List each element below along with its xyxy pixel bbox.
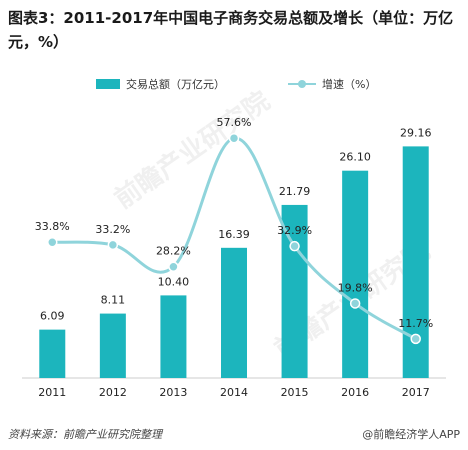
growth-point-2013 (168, 261, 179, 272)
x-tick-label: 2017 (402, 386, 430, 399)
growth-value-label: 33.2% (95, 223, 130, 236)
bar-value-label: 16.39 (218, 228, 250, 241)
growth-point-2017 (410, 333, 421, 345)
bar-value-label: 8.11 (101, 294, 126, 307)
growth-value-label: 11.7% (398, 317, 433, 330)
bar-value-label: 6.09 (40, 310, 65, 323)
x-tick-label: 2015 (281, 386, 309, 399)
legend-bar-label: 交易总额（万亿元） (126, 78, 225, 91)
growth-point-2011 (47, 236, 58, 248)
x-tick-label: 2012 (99, 386, 127, 399)
bar-2016 (342, 170, 369, 378)
source-note: 资料来源：前瞻产业研究院整理 (8, 428, 162, 441)
bar-value-label: 29.16 (400, 126, 432, 139)
chart-title: 图表3：2011-2017年中国电子商务交易总额及增长（单位：万亿元，%） (8, 9, 454, 51)
growth-point-2014 (228, 132, 240, 144)
legend-bar-swatch (96, 79, 120, 89)
legend-item-line: 增速（%） (288, 76, 376, 92)
growth-point-2015 (289, 240, 300, 252)
bar-2012 (99, 313, 126, 378)
growth-value-label: 57.6% (217, 116, 252, 129)
growth-value-label: 32.9% (277, 224, 312, 237)
bar-value-label: 21.79 (279, 185, 311, 198)
x-tick-label: 2016 (341, 386, 369, 399)
growth-value-label: 28.2% (156, 245, 191, 258)
legend: 交易总额（万亿元） 增速（%） (0, 76, 468, 94)
bar-2013 (160, 295, 187, 378)
growth-value-label: 19.8% (338, 281, 373, 294)
legend-item-bar: 交易总额（万亿元） (96, 76, 225, 92)
growth-point-2012 (107, 239, 119, 251)
bar-value-label: 10.40 (158, 275, 190, 288)
growth-point-2016 (349, 298, 361, 309)
brand-credit: @前瞻经济学人APP (362, 428, 460, 441)
x-tick-label: 2011 (38, 386, 66, 399)
x-tick-label: 2013 (159, 386, 187, 399)
x-tick-label: 2014 (220, 386, 248, 399)
legend-line-label: 增速（%） (322, 78, 377, 91)
legend-line-swatch (288, 79, 316, 89)
bar-2014 (221, 247, 247, 378)
bar-2011 (39, 329, 66, 378)
growth-value-label: 33.8% (35, 220, 70, 233)
bar-value-label: 26.10 (339, 151, 371, 164)
